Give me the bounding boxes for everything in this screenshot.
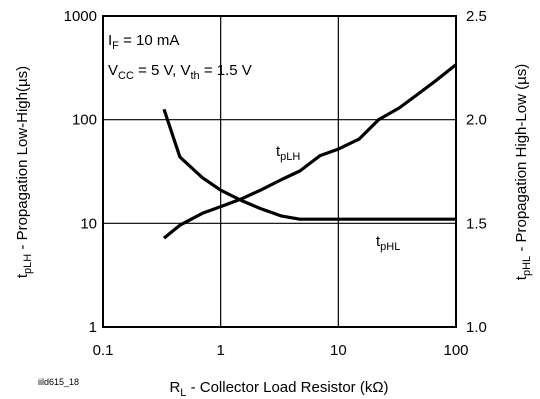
y-right-tick-label: 2.5 [466,8,487,25]
series-line-tphl [162,108,456,221]
condition-vcc-vth: VCC = 5 V, Vth = 1.5 V [108,62,252,82]
x-axis-title: RL - Collector Load Resistor (kΩ) [169,379,388,399]
bottom-axis-ticks: 0.1 1 10 100 [93,342,469,359]
figure-tag: iild615_18 [38,377,79,387]
y-left-tick-label: 100 [72,112,97,129]
y-right-tick-label: 2.0 [466,112,487,129]
y-left-tick-label: 1 [89,319,97,336]
x-tick-label: 100 [443,342,468,359]
y-left-tick-label: 10 [80,215,97,232]
x-tick-label: 10 [330,342,347,359]
y-right-tick-label: 1.0 [466,319,487,336]
right-axis-ticks: 1.0 1.5 2.0 2.5 [466,8,487,336]
plot-frame [102,15,457,328]
x-tick-label: 1 [216,342,224,359]
y-right-tick-label: 1.5 [466,215,487,232]
series-label-tphl: tpHL [376,233,400,253]
y-left-tick-label: 1000 [64,8,97,25]
x-tick-label: 0.1 [93,342,114,359]
series-line-tplh [162,63,457,240]
condition-if: IF = 10 mA [108,32,179,52]
series-label-tplh: tpLH [276,143,300,163]
y-left-axis-title: tpLH - Propagation Low-High(µs) [14,66,34,278]
series-lines [162,63,457,240]
grid-lines [103,16,456,327]
left-axis-ticks: 1 10 100 1000 [64,8,97,336]
y-right-axis-title: tpHL - Propagation High-Low (µs) [513,64,533,280]
